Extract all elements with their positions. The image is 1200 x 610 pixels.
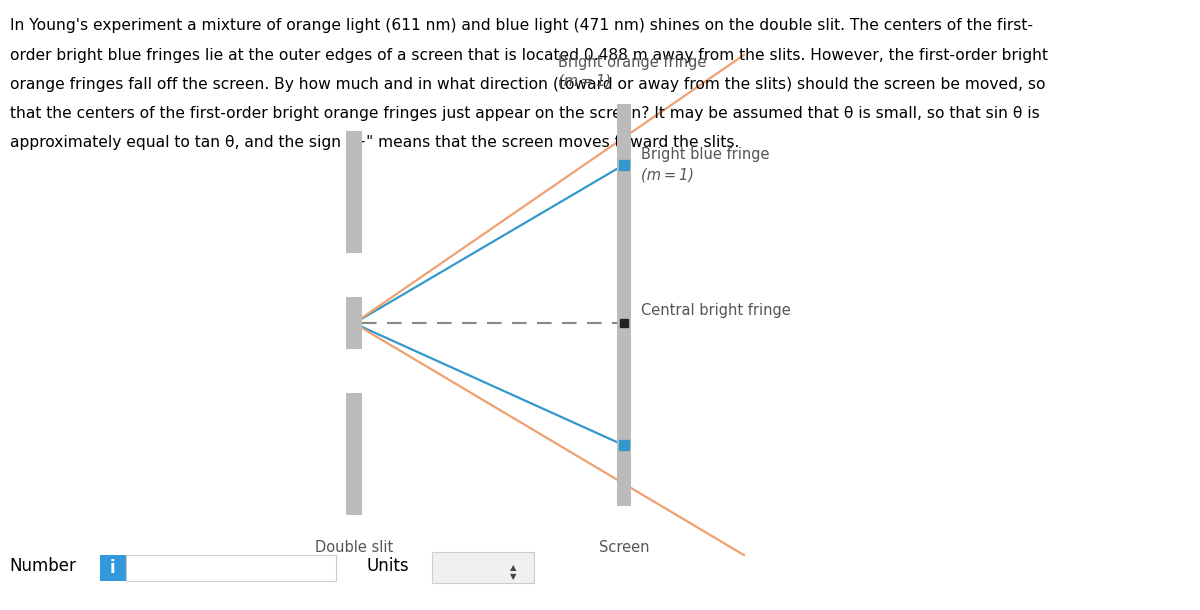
Text: Screen: Screen: [599, 540, 649, 555]
Text: (m = 1): (m = 1): [641, 168, 694, 183]
Text: order bright blue fringes lie at the outer edges of a screen that is located 0.4: order bright blue fringes lie at the out…: [10, 48, 1048, 63]
Text: Number: Number: [10, 557, 77, 575]
Bar: [126, 555, 336, 581]
Bar: [617, 104, 631, 506]
Text: In Young's experiment a mixture of orange light (611 nm) and blue light (471 nm): In Young's experiment a mixture of orang…: [10, 18, 1032, 34]
Bar: [346, 131, 362, 253]
Text: Central bright fringe: Central bright fringe: [641, 303, 791, 318]
Bar: [432, 552, 534, 583]
Text: (m = 1): (m = 1): [558, 73, 611, 88]
Text: Units: Units: [366, 557, 409, 575]
Bar: [346, 393, 362, 515]
Text: approximately equal to tan θ, and the sign "+" means that the screen moves towar: approximately equal to tan θ, and the si…: [10, 135, 739, 151]
Text: that the centers of the first-order bright orange fringes just appear on the scr: that the centers of the first-order brig…: [10, 106, 1039, 121]
Text: ▼: ▼: [510, 572, 517, 581]
Text: ▲: ▲: [510, 563, 517, 572]
Text: i: i: [110, 559, 115, 577]
Text: Bright blue fringe: Bright blue fringe: [641, 146, 769, 162]
Bar: [100, 555, 126, 581]
Text: Bright orange fringe: Bright orange fringe: [558, 55, 707, 70]
Text: orange fringes fall off the screen. By how much and in what direction (toward or: orange fringes fall off the screen. By h…: [10, 77, 1045, 92]
Text: Double slit: Double slit: [314, 540, 394, 555]
Bar: [346, 298, 362, 349]
